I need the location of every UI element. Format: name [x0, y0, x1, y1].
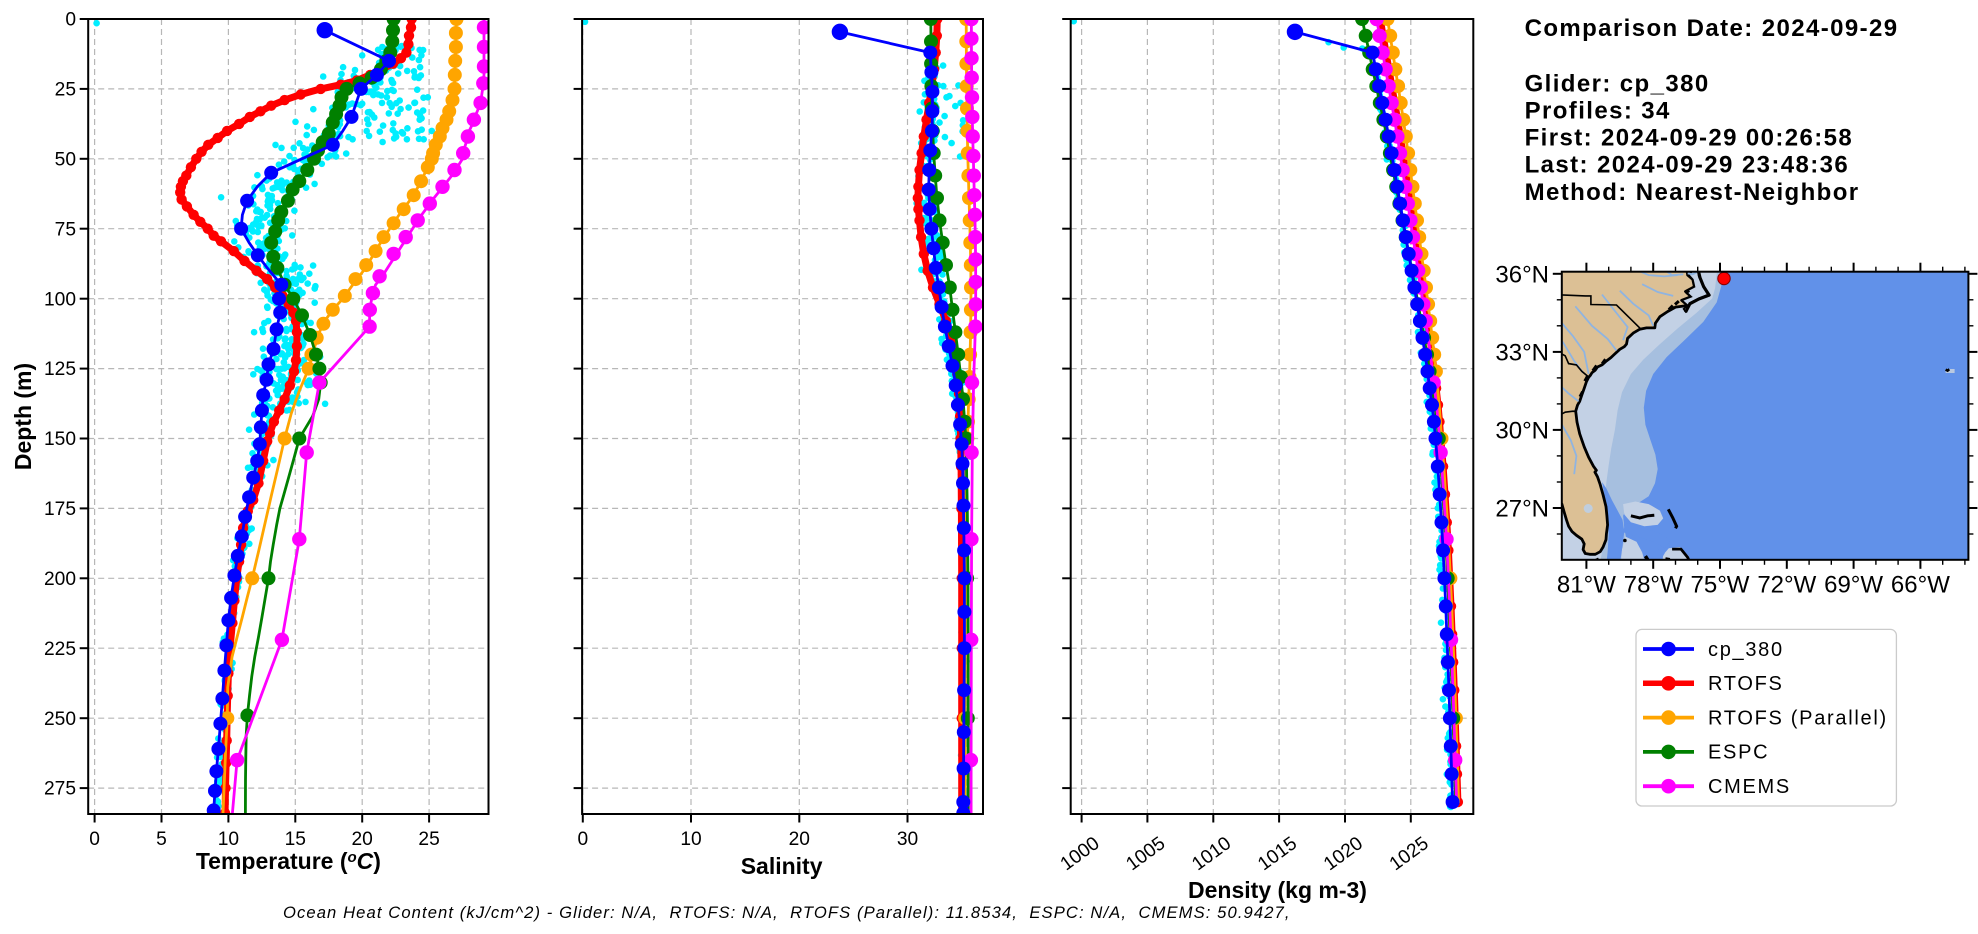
- svg-text:Method: Nearest-Neighbor: Method: Nearest-Neighbor: [1525, 179, 1860, 206]
- svg-text:15: 15: [285, 829, 306, 850]
- svg-text:200: 200: [44, 569, 76, 590]
- svg-text:0: 0: [89, 829, 100, 850]
- svg-text:Profiles: 34: Profiles: 34: [1525, 97, 1671, 124]
- svg-text:Density (kg m-3): Density (kg m-3): [1188, 877, 1367, 903]
- svg-text:20: 20: [789, 829, 810, 850]
- svg-text:30°N: 30°N: [1495, 417, 1549, 444]
- svg-text:250: 250: [44, 709, 76, 730]
- svg-text:50: 50: [55, 149, 76, 170]
- svg-text:27°N: 27°N: [1495, 496, 1549, 523]
- svg-text:CMEMS: CMEMS: [1708, 776, 1791, 798]
- svg-text:72°W: 72°W: [1757, 572, 1816, 599]
- svg-text:20: 20: [352, 829, 373, 850]
- svg-text:36°N: 36°N: [1495, 261, 1549, 288]
- svg-text:78°W: 78°W: [1624, 572, 1683, 599]
- svg-text:10: 10: [680, 829, 701, 850]
- svg-text:0: 0: [577, 829, 588, 850]
- svg-text:10: 10: [218, 829, 239, 850]
- svg-text:Last: 2024-09-29 23:48:36: Last: 2024-09-29 23:48:36: [1525, 152, 1850, 179]
- svg-text:Ocean Heat Content (kJ/cm^2) -: Ocean Heat Content (kJ/cm^2) - Glider: N…: [283, 903, 1291, 922]
- svg-text:175: 175: [44, 499, 76, 520]
- svg-text:25: 25: [418, 829, 439, 850]
- svg-text:150: 150: [44, 429, 76, 450]
- svg-text:69°W: 69°W: [1824, 572, 1883, 599]
- svg-text:125: 125: [44, 359, 76, 380]
- svg-text:RTOFS (Parallel): RTOFS (Parallel): [1708, 707, 1888, 729]
- svg-text:30: 30: [897, 829, 918, 850]
- svg-text:75: 75: [55, 219, 76, 240]
- svg-text:Salinity: Salinity: [741, 853, 823, 879]
- svg-text:0: 0: [65, 10, 76, 31]
- svg-text:66°W: 66°W: [1891, 572, 1950, 599]
- svg-text:Glider: cp_380: Glider: cp_380: [1525, 70, 1710, 97]
- svg-text:33°N: 33°N: [1495, 339, 1549, 366]
- svg-text:225: 225: [44, 639, 76, 660]
- svg-text:5: 5: [156, 829, 167, 850]
- svg-text:275: 275: [44, 779, 76, 800]
- svg-text:RTOFS: RTOFS: [1708, 673, 1784, 695]
- svg-text:81°W: 81°W: [1557, 572, 1616, 599]
- svg-text:Comparison Date: 2024-09-29: Comparison Date: 2024-09-29: [1525, 15, 1899, 42]
- svg-text:ESPC: ESPC: [1708, 742, 1769, 764]
- svg-text:100: 100: [44, 289, 76, 310]
- svg-text:25: 25: [55, 80, 76, 101]
- svg-text:cp_380: cp_380: [1708, 639, 1784, 661]
- svg-text:First: 2024-09-29 00:26:58: First: 2024-09-29 00:26:58: [1525, 125, 1854, 152]
- svg-text:75°W: 75°W: [1691, 572, 1750, 599]
- svg-text:Depth (m): Depth (m): [10, 363, 36, 470]
